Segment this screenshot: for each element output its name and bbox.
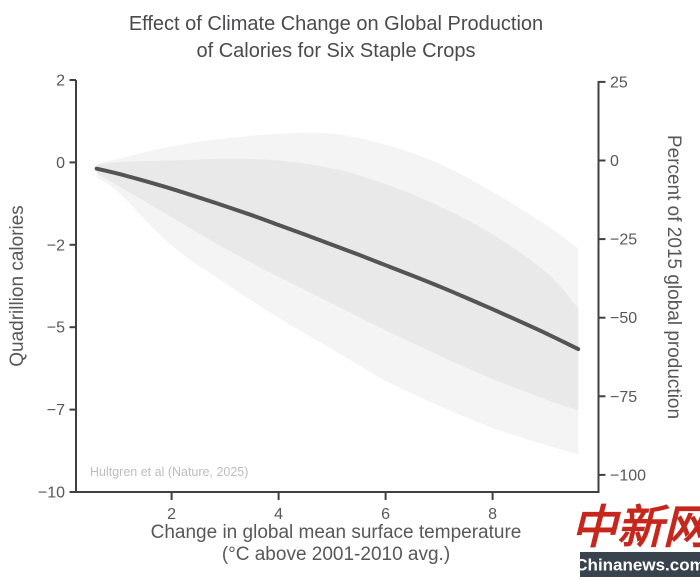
- inner-confidence-band: [96, 158, 579, 411]
- tick-label: −50: [610, 310, 637, 327]
- trend-line: [94, 166, 581, 352]
- x-axis-title-line2: (°C above 2001-2010 avg.): [222, 544, 450, 565]
- tick-label: 8: [488, 506, 497, 523]
- chart-title-line2: of Calories for Six Staple Crops: [196, 40, 475, 62]
- confidence-bands: [96, 132, 579, 455]
- x-axis-title-line1: Change in global mean surface temperatur…: [151, 522, 522, 543]
- tick-label: −25: [610, 232, 637, 249]
- tick-label: 2: [56, 73, 65, 90]
- source-annotation: Hultgren et al (Nature, 2025): [90, 465, 248, 479]
- tick-label: −7: [47, 402, 65, 419]
- tick-label: 0: [610, 153, 619, 170]
- tick-label: 6: [381, 506, 390, 523]
- tick-label: 25: [610, 74, 628, 91]
- left-y-axis-title: Quadrillion calories: [7, 205, 28, 367]
- tick-label: 4: [274, 506, 283, 523]
- tick-label: 2: [167, 506, 176, 523]
- left-axis-ticks: 2 0 −2 −5 −7 −10: [38, 73, 76, 502]
- chinanews-banner: [580, 552, 700, 577]
- chart-title-line1: Effect of Climate Change on Global Produ…: [129, 13, 543, 35]
- tick-label: −2: [47, 237, 65, 254]
- tick-label: −100: [610, 467, 646, 484]
- tick-label: −75: [610, 389, 637, 406]
- tick-label: 0: [56, 155, 65, 172]
- right-y-axis-title: Percent of 2015 global production: [663, 135, 684, 419]
- x-axis-ticks: 2 4 6 8: [167, 493, 497, 523]
- right-axis-ticks: 25 0 −25 −50 −75 −100: [598, 74, 646, 484]
- tick-label: −10: [38, 485, 65, 502]
- chinanews-domain-text: Chinanews.com: [575, 556, 700, 575]
- chinanews-watermark: 中新网 Chinanews.com: [571, 501, 700, 577]
- chinanews-logo-chinese: 中新网: [571, 501, 700, 553]
- tick-label: −5: [47, 320, 65, 337]
